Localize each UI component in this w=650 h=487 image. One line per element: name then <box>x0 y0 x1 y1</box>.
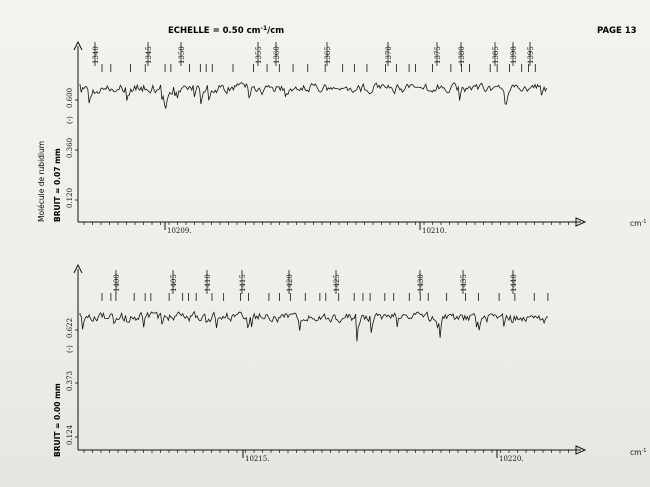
peak-label: 1355 <box>255 46 263 64</box>
spectrum-panel-top: 10209. 10210. cm-1 0.600 0.360 0.120 (-) 1340 13… <box>66 40 646 235</box>
y-axis-arrow <box>73 40 83 51</box>
peak-label: 1350 <box>178 46 186 64</box>
peak-label: 1430 <box>417 274 425 292</box>
x-unit-superscript: -1 <box>641 448 646 454</box>
x-axis-arrow <box>575 445 587 455</box>
spectrum-trace <box>79 310 549 342</box>
noise-label-bottom: BRUIT = 0.00 mm <box>53 383 62 457</box>
peak-label: 1425 <box>333 274 341 292</box>
y-tick-label: 0.600 <box>66 88 74 108</box>
peak-label: 1360 <box>273 46 281 64</box>
x-tick-label: 10215. <box>245 455 270 463</box>
peak-label: 1365 <box>324 46 332 64</box>
x-tick-label: 10220. <box>499 455 524 463</box>
y-tick-label: 0.360 <box>66 138 74 158</box>
x-tick-label: 10209. <box>167 227 192 235</box>
peak-label: 1400 <box>113 274 121 292</box>
peak-label: 1415 <box>239 274 247 292</box>
scale-label: ECHELLE = 0.50 cm-1/cm <box>168 25 284 36</box>
peak-label: 1385 <box>492 46 500 64</box>
y-marker: (-) <box>66 116 74 124</box>
peak-label: 1390 <box>510 46 518 64</box>
y-axis-arrow <box>73 263 83 274</box>
peak-label: 1420 <box>286 274 294 292</box>
peak-label: 1375 <box>434 46 442 64</box>
peak-label: 1370 <box>385 46 393 64</box>
y-tick-label: 0.124 <box>66 424 74 445</box>
x-unit-superscript: -1 <box>641 219 646 225</box>
molecule-label: Molécule de rubidium <box>37 141 46 222</box>
x-unit-label: cm-1 <box>630 219 646 228</box>
y-marker: (-) <box>66 345 74 353</box>
x-axis-arrow <box>575 217 587 227</box>
page-number: PAGE 13 <box>597 26 637 36</box>
noise-label-top: BRUIT = 0.07 mm <box>53 148 62 222</box>
peak-label: 1435 <box>460 274 468 292</box>
peak-label: 1380 <box>458 46 466 64</box>
spectrum-panel-bottom: 10215. 10220. cm-1 0.622 0.373 0.124 (-) 1400 14… <box>66 263 646 463</box>
x-tick-label: 10210. <box>422 227 447 235</box>
y-tick-label: 0.120 <box>66 188 74 208</box>
y-tick-label: 0.622 <box>66 318 74 338</box>
peak-label: 1440 <box>510 274 518 292</box>
peak-label: 1395 <box>527 46 535 64</box>
spectrum-trace <box>79 82 548 109</box>
peak-label: 1345 <box>145 46 153 64</box>
x-unit-label: cm-1 <box>630 448 646 457</box>
y-tick-label: 0.373 <box>66 371 74 391</box>
peak-label: 1410 <box>204 274 212 292</box>
peak-label: 1405 <box>170 274 178 292</box>
peak-label: 1340 <box>92 46 100 64</box>
